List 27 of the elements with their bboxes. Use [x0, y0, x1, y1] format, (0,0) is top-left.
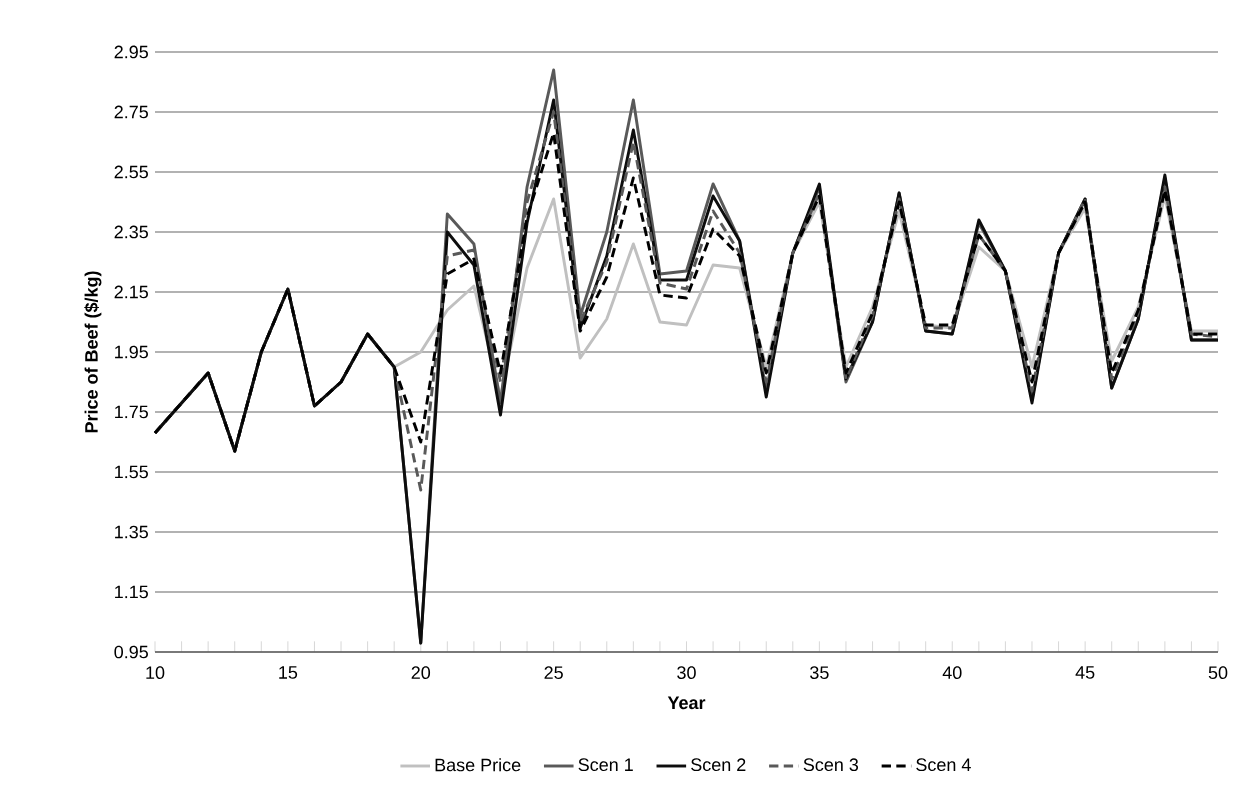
x-tick-label: 30 [677, 666, 696, 679]
y-tick-label: 2.15 [114, 285, 148, 299]
x-tick-label: 40 [942, 666, 962, 679]
x-tick-label: 25 [544, 666, 563, 679]
legend-label: Base Price [435, 758, 521, 772]
legend-label: Scen 2 [691, 758, 746, 772]
y-tick-label: 2.95 [114, 45, 148, 59]
y-tick-label: 2.55 [114, 165, 148, 179]
legend-label: Scen 1 [578, 758, 633, 772]
x-tick-label: 45 [1075, 666, 1095, 679]
y-tick-label: 1.15 [115, 585, 148, 599]
y-tick-label: 0.95 [114, 645, 148, 659]
x-tick-label: 10 [146, 666, 165, 679]
y-tick-label: 1.35 [115, 525, 148, 539]
y-tick-label: 1.55 [115, 465, 148, 479]
x-tick-label: 15 [279, 666, 298, 679]
x-tick-label: 35 [810, 666, 829, 679]
x-tick-label: 20 [411, 666, 431, 679]
legend-label: Scen 4 [916, 758, 971, 772]
x-axis-title: Year [667, 696, 706, 710]
y-axis-title: Price of Beef ($/kg) [84, 271, 102, 433]
y-tick-label: 2.35 [114, 225, 148, 239]
y-tick-label: 1.75 [115, 405, 148, 419]
x-tick-label: 50 [1208, 666, 1228, 679]
legend-label: Scen 3 [803, 758, 859, 772]
y-tick-label: 1.95 [115, 345, 148, 359]
y-tick-label: 2.75 [114, 105, 148, 119]
